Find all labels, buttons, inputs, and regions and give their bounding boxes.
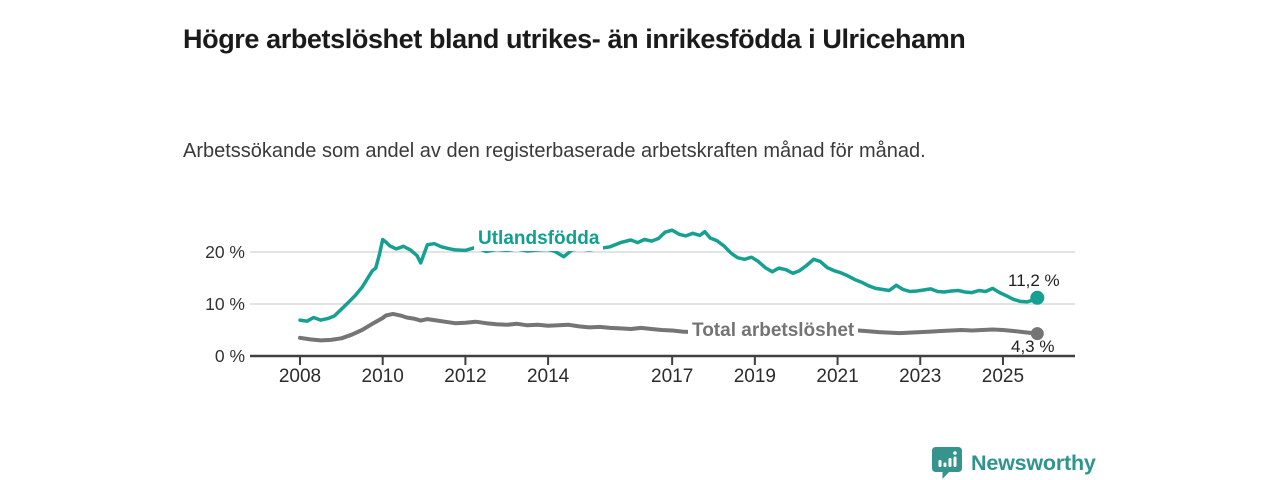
speech-bubble-bar-chart-icon — [932, 447, 962, 479]
x-axis-tick-label: 2012 — [444, 366, 486, 387]
x-axis-tick-label: 2019 — [734, 366, 776, 387]
y-axis-tick-label: 20 % — [205, 242, 245, 262]
x-axis-tick-label: 2008 — [279, 366, 321, 387]
series-label-total-arbetsloshet: Total arbetslöshet — [688, 319, 859, 343]
series-end-dot-utlandsfodda — [1030, 290, 1045, 305]
y-axis-tick-label: 10 % — [205, 294, 245, 314]
x-axis-tick-label: 2023 — [899, 366, 941, 387]
end-value-total-arbetsloshet: 4,3 % — [1011, 337, 1055, 356]
x-axis-tick-label: 2010 — [362, 366, 404, 387]
x-axis-tick-label: 2025 — [982, 366, 1024, 387]
chart-title: Högre arbetslöshet bland utrikes- än inr… — [183, 24, 966, 55]
end-value-utlandsfodda: 11,2 % — [1008, 271, 1060, 290]
series-line-utlandsfodda — [298, 228, 1040, 323]
series-label-utlandsfodda: Utlandsfödda — [474, 227, 604, 251]
x-axis-tick-label: 2021 — [816, 366, 858, 387]
x-axis-tick-label: 2014 — [527, 366, 570, 387]
series-line-total — [298, 311, 1040, 343]
series-end-dot-total — [1030, 327, 1044, 341]
newsworthy-logo: Newsworthy — [932, 446, 1096, 480]
newsworthy-logo-text: Newsworthy — [971, 450, 1096, 475]
y-axis-tick-label: 0 % — [215, 346, 245, 366]
x-axis-tick-label: 2017 — [651, 366, 693, 387]
chart-subtitle: Arbetssökande som andel av den registerb… — [183, 140, 926, 162]
